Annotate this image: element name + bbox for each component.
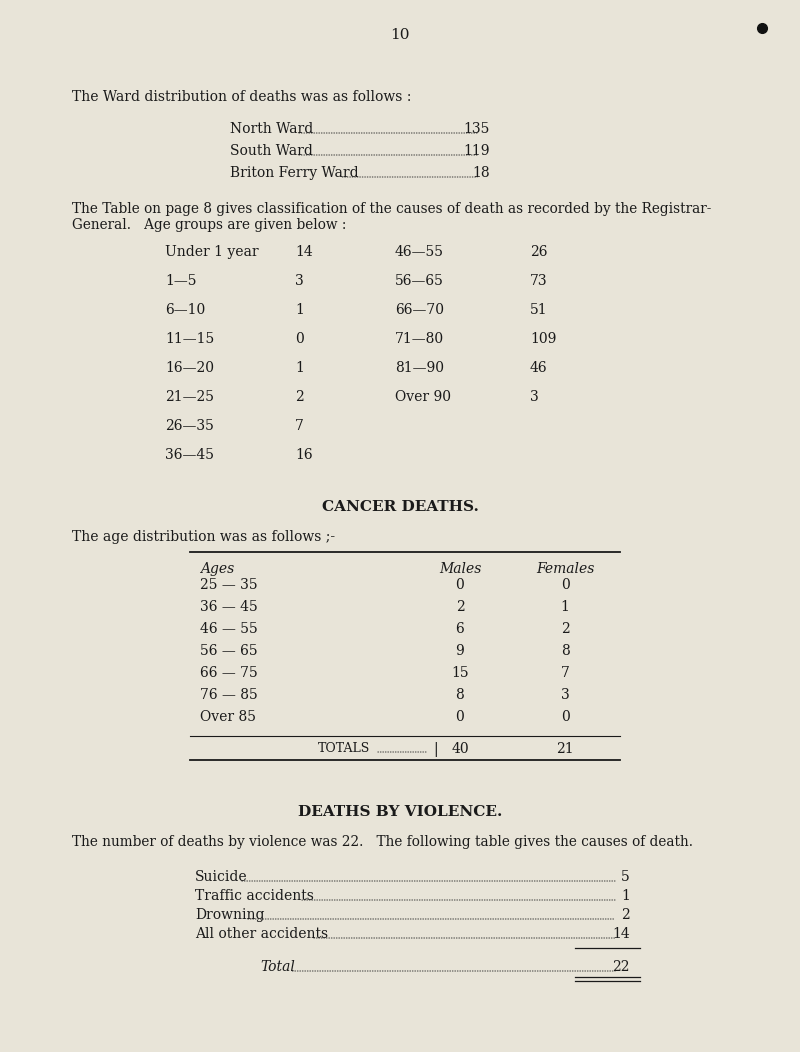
Text: 7: 7	[295, 419, 304, 433]
Text: 21: 21	[556, 742, 574, 756]
Text: 36 — 45: 36 — 45	[200, 600, 258, 614]
Text: 6—10: 6—10	[165, 303, 206, 317]
Text: 71—80: 71—80	[395, 332, 444, 346]
Text: 3: 3	[530, 390, 538, 404]
Text: 1: 1	[621, 889, 630, 903]
Text: 73: 73	[530, 274, 548, 288]
Text: Over 90: Over 90	[395, 390, 451, 404]
Text: The Table on page 8 gives classification of the causes of death as recorded by t: The Table on page 8 gives classification…	[72, 202, 711, 216]
Text: 36—45: 36—45	[165, 448, 214, 462]
Text: 25 — 35: 25 — 35	[200, 578, 258, 592]
Text: The number of deaths by violence was 22.   The following table gives the causes : The number of deaths by violence was 22.…	[72, 835, 693, 849]
Text: 15: 15	[451, 666, 469, 680]
Text: 76 — 85: 76 — 85	[200, 688, 258, 702]
Text: Under 1 year: Under 1 year	[165, 245, 258, 259]
Text: 3: 3	[295, 274, 304, 288]
Text: 9: 9	[456, 644, 464, 658]
Text: 0: 0	[456, 710, 464, 724]
Text: 56—65: 56—65	[395, 274, 444, 288]
Text: 22: 22	[613, 960, 630, 974]
Text: 0: 0	[561, 710, 570, 724]
Text: 14: 14	[295, 245, 313, 259]
Text: 18: 18	[472, 166, 490, 180]
Text: Briton Ferry Ward: Briton Ferry Ward	[230, 166, 358, 180]
Text: 16: 16	[295, 448, 313, 462]
Text: TOTALS: TOTALS	[318, 742, 370, 755]
Text: 46: 46	[530, 361, 548, 375]
Text: 66 — 75: 66 — 75	[200, 666, 258, 680]
Text: Over 85: Over 85	[200, 710, 256, 724]
Text: 0: 0	[561, 578, 570, 592]
Text: 66—70: 66—70	[395, 303, 444, 317]
Text: 14: 14	[612, 927, 630, 940]
Text: 3: 3	[561, 688, 570, 702]
Text: 40: 40	[451, 742, 469, 756]
Text: 2: 2	[561, 622, 570, 636]
Text: 5: 5	[622, 870, 630, 884]
Text: 46—55: 46—55	[395, 245, 444, 259]
Text: 0: 0	[295, 332, 304, 346]
Text: 51: 51	[530, 303, 548, 317]
Text: 2: 2	[456, 600, 464, 614]
Text: The Ward distribution of deaths was as follows :: The Ward distribution of deaths was as f…	[72, 90, 411, 104]
Text: 119: 119	[463, 144, 490, 158]
Text: All other accidents: All other accidents	[195, 927, 328, 940]
Text: 56 — 65: 56 — 65	[200, 644, 258, 658]
Text: DEATHS BY VIOLENCE.: DEATHS BY VIOLENCE.	[298, 805, 502, 820]
Text: 7: 7	[561, 666, 570, 680]
Text: Males: Males	[439, 562, 481, 576]
Text: Traffic accidents: Traffic accidents	[195, 889, 314, 903]
Text: 26: 26	[530, 245, 547, 259]
Text: 1: 1	[295, 303, 304, 317]
Text: 16—20: 16—20	[165, 361, 214, 375]
Text: 10: 10	[390, 28, 410, 42]
Text: 26—35: 26—35	[165, 419, 214, 433]
Text: Total: Total	[260, 960, 295, 974]
Text: CANCER DEATHS.: CANCER DEATHS.	[322, 500, 478, 514]
Text: 1: 1	[561, 600, 570, 614]
Text: North Ward: North Ward	[230, 122, 314, 136]
Text: 109: 109	[530, 332, 556, 346]
Text: Suicide: Suicide	[195, 870, 248, 884]
Text: The age distribution was as follows ;-: The age distribution was as follows ;-	[72, 530, 335, 544]
Text: |: |	[433, 742, 438, 757]
Text: Females: Females	[536, 562, 594, 576]
Text: 2: 2	[295, 390, 304, 404]
Text: 81—90: 81—90	[395, 361, 444, 375]
Text: Ages: Ages	[200, 562, 234, 576]
Text: 135: 135	[464, 122, 490, 136]
Text: 2: 2	[622, 908, 630, 922]
Text: South Ward: South Ward	[230, 144, 313, 158]
Text: 8: 8	[561, 644, 570, 658]
Text: 46 — 55: 46 — 55	[200, 622, 258, 636]
Text: 8: 8	[456, 688, 464, 702]
Text: 21—25: 21—25	[165, 390, 214, 404]
Text: 1: 1	[295, 361, 304, 375]
Text: General.   Age groups are given below :: General. Age groups are given below :	[72, 218, 346, 232]
Text: Drowning: Drowning	[195, 908, 265, 922]
Text: 6: 6	[456, 622, 464, 636]
Text: 11—15: 11—15	[165, 332, 214, 346]
Text: 1—5: 1—5	[165, 274, 197, 288]
Text: 0: 0	[456, 578, 464, 592]
